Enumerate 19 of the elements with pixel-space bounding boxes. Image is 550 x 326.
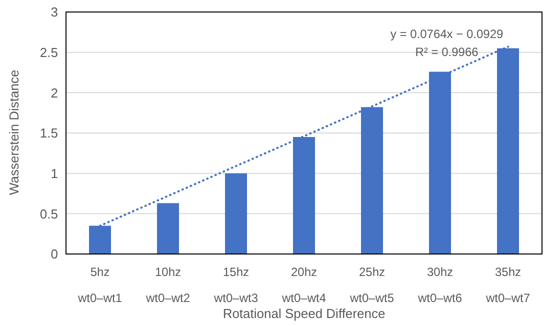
y-tick-label: 2 [50, 85, 58, 100]
y-tick-label: 1.5 [40, 126, 58, 141]
x-axis-title: Rotational Speed Difference [222, 306, 386, 321]
x-tick-label: 25hz wt0–wt5 [348, 265, 394, 305]
annotation: y = 0.0764x − 0.0929 [390, 27, 504, 41]
y-tick-label: 3 [50, 4, 58, 20]
x-tick-label: 30hz wt0–wt6 [416, 265, 462, 305]
x-tick-label: 10hz wt0–wt2 [144, 265, 190, 305]
y-tick-label: 2.5 [40, 44, 58, 60]
y-axis-title: Wasserstein Distance [6, 70, 22, 195]
y-tick-label: 0 [50, 246, 58, 262]
annotation: R² = 0.9966 [415, 45, 479, 59]
y-tick-label: 1 [50, 166, 58, 181]
x-tick-label: 35hz wt0–wt7 [484, 265, 530, 305]
x-tick-label: 20hz wt0–wt4 [280, 265, 326, 305]
x-tick-label: 15hz wt0–wt3 [212, 265, 258, 305]
bar [225, 173, 247, 254]
x-tick-label: 5hz wt0–wt1 [76, 265, 122, 305]
y-tick-label: 0.5 [40, 206, 58, 222]
